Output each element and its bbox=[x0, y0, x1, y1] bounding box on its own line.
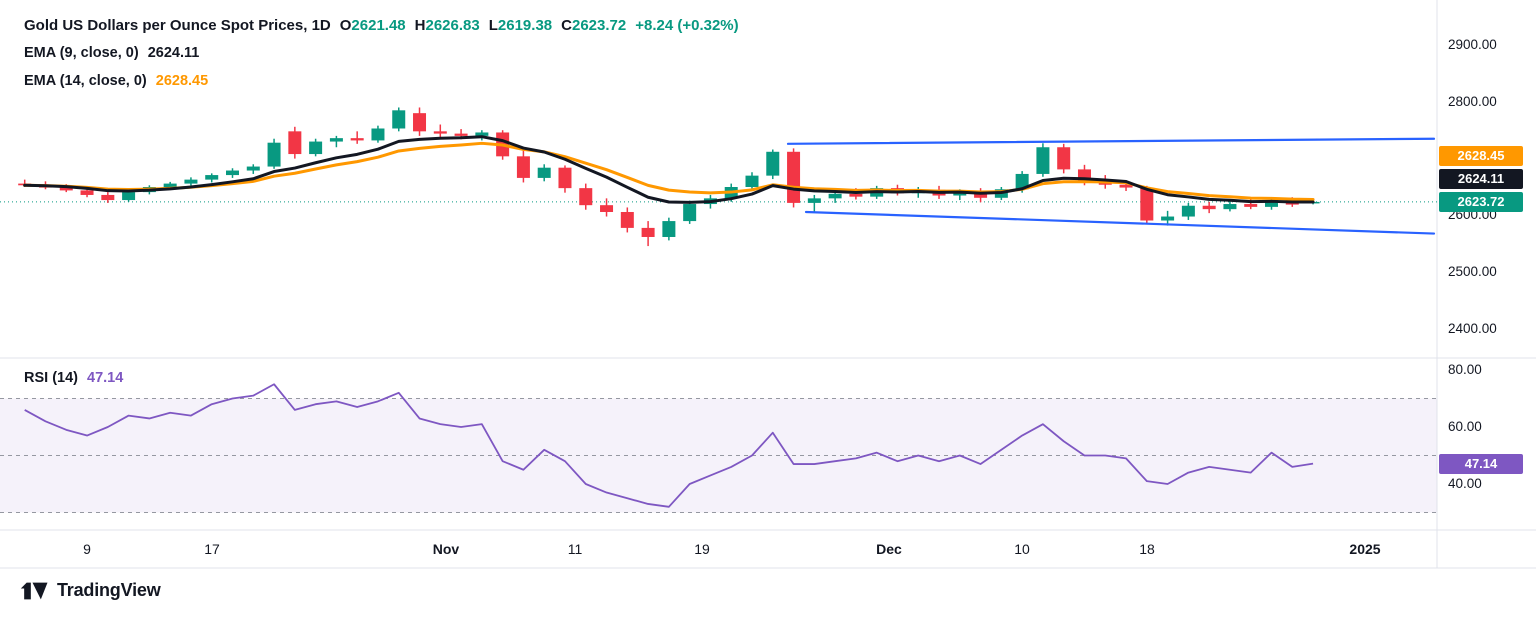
ema14-legend[interactable]: EMA (14, close, 0) 2628.45 bbox=[24, 71, 739, 91]
rsi-legend[interactable]: RSI (14) 47.14 bbox=[24, 370, 123, 386]
time-axis-label: Nov bbox=[432, 541, 460, 557]
tradingview-logo[interactable]: TradingView bbox=[20, 580, 161, 601]
trendline-1[interactable] bbox=[786, 137, 1436, 145]
time-axis-label: 10 bbox=[1014, 541, 1030, 557]
tradingview-logo-icon bbox=[20, 582, 48, 599]
price-tick-label: 2800.00 bbox=[1448, 93, 1497, 109]
rsi-band bbox=[0, 398, 1437, 513]
ohlc-open-value: 2621.48 bbox=[351, 17, 406, 34]
time-axis-label: 11 bbox=[567, 541, 583, 557]
ema9-line[interactable] bbox=[23, 135, 1315, 204]
time-axis-label: 17 bbox=[204, 541, 220, 557]
ohlc-high-value: 2626.83 bbox=[425, 17, 480, 34]
rsi-badge: 47.14 bbox=[1439, 453, 1523, 474]
ema14-value: 2628.45 bbox=[155, 73, 209, 89]
rsi-value: 47.14 bbox=[87, 370, 124, 386]
ohlc-high-label: H bbox=[414, 17, 426, 34]
time-axis-label: 18 bbox=[1139, 541, 1155, 557]
ohlc-low-label: L bbox=[488, 17, 498, 34]
ema9-legend[interactable]: EMA (9, close, 0) 2624.11 bbox=[24, 43, 739, 63]
time-axis-label: 9 bbox=[83, 541, 91, 557]
ema14-line[interactable] bbox=[23, 141, 1315, 202]
price-tick-label: 2400.00 bbox=[1448, 321, 1497, 336]
chart-legend: Gold US Dollars per Ounce Spot Prices, 1… bbox=[24, 16, 739, 99]
rsi-tick-label: 60.00 bbox=[1448, 419, 1482, 434]
tradingview-brand-text: TradingView bbox=[57, 580, 161, 600]
ohlc-open-label: O bbox=[339, 17, 352, 34]
footer: TradingView bbox=[20, 580, 161, 601]
rsi-tick-label: 80.00 bbox=[1448, 362, 1482, 377]
trendline-2[interactable] bbox=[804, 210, 1436, 235]
time-axis-label: Dec bbox=[876, 541, 902, 557]
ohlc-low-value: 2619.38 bbox=[497, 17, 553, 34]
price-tick-label: 2500.00 bbox=[1448, 264, 1497, 280]
ema9-value: 2624.11 bbox=[147, 45, 200, 61]
time-axis-label: 2025 bbox=[1349, 541, 1381, 557]
ema14-label: EMA (14, close, 0) bbox=[24, 73, 147, 89]
rsi-tick-label: 40.00 bbox=[1448, 476, 1482, 491]
rsi-line[interactable] bbox=[24, 383, 1314, 508]
candles bbox=[18, 107, 1320, 247]
price-badge-ema9: 2624.11 bbox=[1439, 168, 1523, 189]
ohlc-close-label: C bbox=[561, 17, 572, 34]
price-tick-label: 2900.00 bbox=[1448, 37, 1497, 52]
time-axis-label: 19 bbox=[694, 541, 710, 557]
price-badge-last: 2623.72 bbox=[1439, 191, 1523, 212]
ohlc-close-value: 2623.72 bbox=[571, 17, 627, 34]
rsi-label: RSI (14) bbox=[24, 370, 78, 386]
change-value: +8.24 (+0.32%) bbox=[635, 17, 739, 34]
price-badge-ema14: 2628.45 bbox=[1439, 145, 1523, 166]
ema9-label: EMA (9, close, 0) bbox=[24, 45, 139, 61]
symbol-title[interactable]: Gold US Dollars per Ounce Spot Prices, 1… bbox=[24, 17, 331, 34]
